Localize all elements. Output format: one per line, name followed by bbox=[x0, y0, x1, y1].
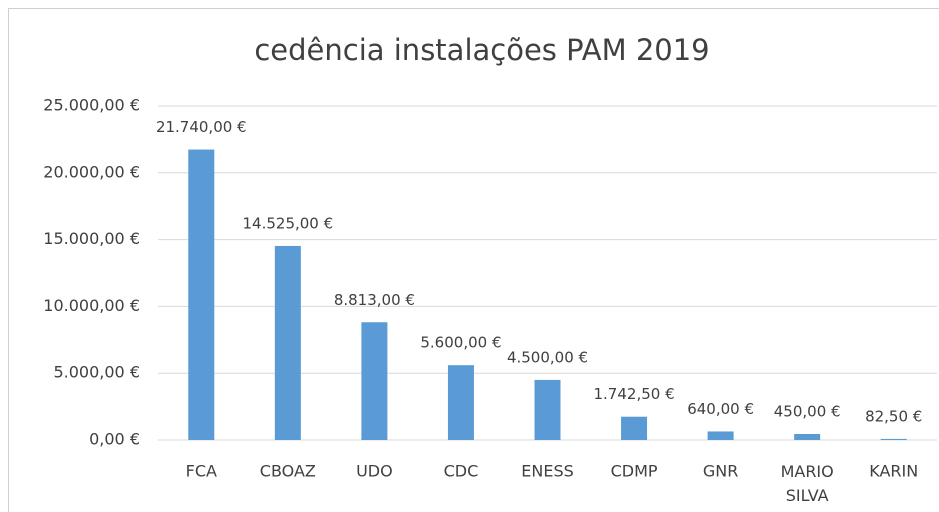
data-label: 1.742,50 € bbox=[594, 385, 675, 403]
x-tick-label: CBOAZ bbox=[260, 462, 316, 481]
bar bbox=[274, 245, 301, 440]
y-tick-label: 25.000,00 € bbox=[43, 96, 140, 115]
chart-title: cedência instalações PAM 2019 bbox=[254, 33, 709, 67]
y-tick-label: 10.000,00 € bbox=[43, 296, 140, 315]
x-tick-label: FCA bbox=[186, 462, 217, 481]
bar bbox=[794, 433, 821, 440]
x-tick-label: CDMP bbox=[611, 462, 658, 481]
data-label: 450,00 € bbox=[774, 402, 841, 420]
bar bbox=[361, 322, 388, 440]
data-label: 82,50 € bbox=[865, 407, 922, 425]
bar bbox=[621, 416, 648, 440]
x-tick-label: KARIN bbox=[869, 462, 918, 481]
data-label: 8.813,00 € bbox=[334, 291, 415, 309]
x-tick-label: GNR bbox=[703, 462, 738, 481]
bar bbox=[534, 379, 561, 440]
y-tick-label: 15.000,00 € bbox=[43, 229, 140, 248]
x-tick-label: ENESS bbox=[521, 462, 574, 481]
x-tick-label: CDC bbox=[444, 462, 479, 481]
bar bbox=[188, 149, 215, 441]
data-label: 4.500,00 € bbox=[507, 348, 588, 366]
data-label: 5.600,00 € bbox=[420, 334, 501, 352]
data-label: 640,00 € bbox=[687, 400, 754, 418]
y-tick-label: 20.000,00 € bbox=[43, 162, 140, 181]
y-tick-label: 5.000,00 € bbox=[53, 363, 140, 382]
x-tick-label: MARIO SILVA bbox=[781, 462, 834, 505]
y-tick-label: 0,00 € bbox=[89, 430, 140, 449]
bar bbox=[880, 438, 907, 440]
bar bbox=[707, 431, 734, 440]
bar bbox=[447, 365, 474, 440]
data-label: 21.740,00 € bbox=[156, 118, 247, 136]
x-tick-label: UDO bbox=[356, 462, 393, 481]
data-label: 14.525,00 € bbox=[243, 214, 334, 232]
